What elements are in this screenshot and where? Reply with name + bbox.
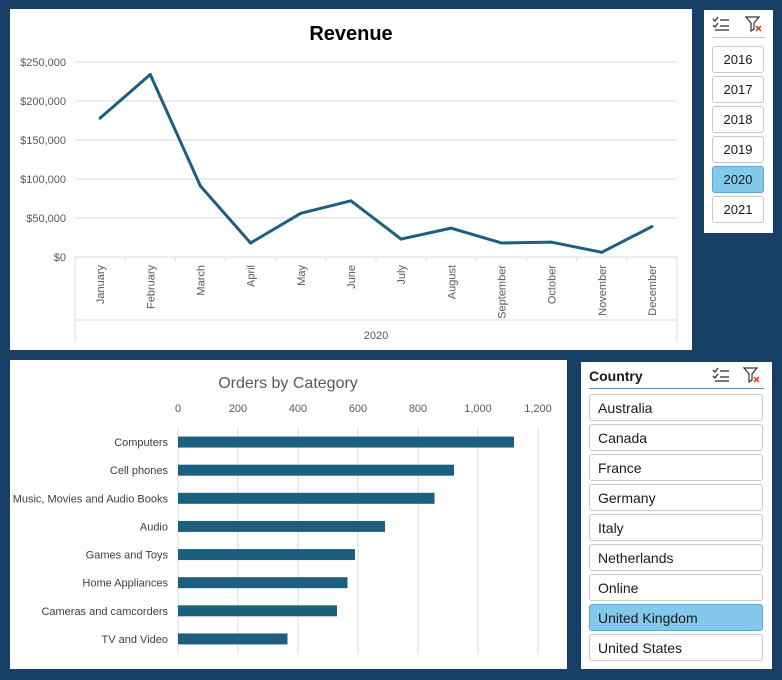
orders-x-tick-label: 0	[175, 403, 181, 415]
revenue-x-tick-label: May	[296, 265, 308, 286]
orders-x-tick-label: 200	[229, 403, 247, 415]
revenue-point	[299, 211, 303, 215]
country-slicer-title: Country	[589, 368, 643, 384]
revenue-point	[499, 241, 503, 245]
multi-select-icon[interactable]	[712, 16, 730, 32]
orders-x-tick-label: 1,000	[464, 403, 492, 415]
year-slicer: 2016 2017 2018 2019 2020 2021	[704, 10, 773, 233]
country-button-australia[interactable]: Australia	[589, 394, 763, 421]
year-button-2019[interactable]: 2019	[712, 136, 764, 163]
clear-filter-icon[interactable]	[743, 367, 761, 383]
country-button-united-states[interactable]: United States	[589, 634, 763, 661]
country-button-canada[interactable]: Canada	[589, 424, 763, 451]
country-button-online[interactable]: Online	[589, 574, 763, 601]
revenue-x-tick-label: July	[396, 265, 408, 285]
revenue-point	[449, 226, 453, 230]
revenue-group-label: 2020	[364, 330, 388, 342]
revenue-x-tick-label: February	[145, 265, 157, 310]
orders-category-label: Home Appliances	[82, 578, 168, 590]
revenue-x-tick-label: April	[246, 265, 258, 287]
orders-bar	[178, 633, 288, 645]
revenue-point	[98, 116, 102, 120]
revenue-y-tick-label: $150,000	[20, 135, 66, 147]
year-button-2017[interactable]: 2017	[712, 76, 764, 103]
orders-category-label: Audio	[140, 521, 168, 533]
orders-x-tick-label: 600	[349, 403, 367, 415]
multi-select-icon[interactable]	[712, 367, 730, 383]
orders-category-label: Computers	[114, 437, 168, 449]
year-button-2018[interactable]: 2018	[712, 106, 764, 133]
country-slicer: Country Australia Canada France Germany …	[581, 362, 772, 669]
revenue-x-tick-label: December	[647, 265, 659, 316]
revenue-point	[249, 241, 253, 245]
revenue-x-tick-label: January	[95, 265, 107, 305]
orders-bar	[178, 492, 435, 504]
orders-bar	[178, 520, 385, 532]
revenue-point	[600, 250, 604, 254]
year-button-2021[interactable]: 2021	[712, 196, 764, 223]
revenue-chart-title: Revenue	[309, 23, 392, 45]
orders-bar	[178, 464, 454, 476]
country-button-netherlands[interactable]: Netherlands	[589, 544, 763, 571]
year-button-2016[interactable]: 2016	[712, 46, 764, 73]
revenue-point	[349, 199, 353, 203]
revenue-chart[interactable]: Revenue $250,000 $200,000 $150,000 $100,000…	[10, 9, 692, 350]
country-button-united-kingdom[interactable]: United Kingdom	[589, 604, 763, 631]
orders-category-label: Music, Movies and Audio Books	[13, 493, 169, 505]
country-button-germany[interactable]: Germany	[589, 484, 763, 511]
revenue-y-tick-label: $200,000	[20, 96, 66, 108]
orders-category-label: Cell phones	[110, 465, 169, 477]
revenue-x-tick-label: August	[446, 265, 458, 299]
revenue-chart-svg: Revenue $250,000 $200,000 $150,000 $100,000…	[20, 23, 678, 342]
orders-chart[interactable]: Orders by Category 0 200 400 600 800 1,000 1,2…	[10, 360, 567, 669]
orders-bar	[178, 605, 337, 617]
revenue-point	[148, 72, 152, 76]
orders-bar	[178, 436, 514, 448]
revenue-point	[650, 225, 654, 229]
orders-category-label: Cameras and camcorders	[41, 606, 168, 618]
orders-x-tick-label: 800	[409, 403, 427, 415]
orders-category-label: TV and Video	[102, 634, 168, 646]
orders-chart-title: Orders by Category	[218, 375, 358, 392]
orders-x-tick-label: 400	[289, 403, 307, 415]
year-button-2020[interactable]: 2020	[712, 166, 764, 193]
revenue-x-tick-label: September	[496, 265, 508, 319]
revenue-x-tick-label: March	[195, 265, 207, 296]
orders-bar	[178, 549, 355, 561]
orders-category-label: Games and Toys	[86, 550, 169, 562]
revenue-point	[198, 184, 202, 188]
revenue-x-tick-label: October	[547, 265, 559, 304]
country-button-france[interactable]: France	[589, 454, 763, 481]
revenue-series-line	[99, 72, 653, 254]
orders-x-tick-label: 1,200	[524, 403, 552, 415]
revenue-y-tick-label: $250,000	[20, 57, 66, 69]
revenue-x-tick-label: June	[346, 265, 358, 289]
revenue-y-tick-label: $50,000	[26, 213, 66, 225]
revenue-y-tick-label: $100,000	[20, 174, 66, 186]
orders-chart-svg: Orders by Category 0 200 400 600 800 1,000 1,2…	[13, 375, 552, 653]
revenue-y-tick-label: $0	[54, 252, 66, 264]
orders-bar	[178, 577, 348, 589]
country-button-italy[interactable]: Italy	[589, 514, 763, 541]
clear-filter-icon[interactable]	[745, 16, 763, 32]
revenue-point	[550, 240, 554, 244]
revenue-x-tick-label: November	[597, 265, 609, 316]
revenue-point	[399, 237, 403, 241]
